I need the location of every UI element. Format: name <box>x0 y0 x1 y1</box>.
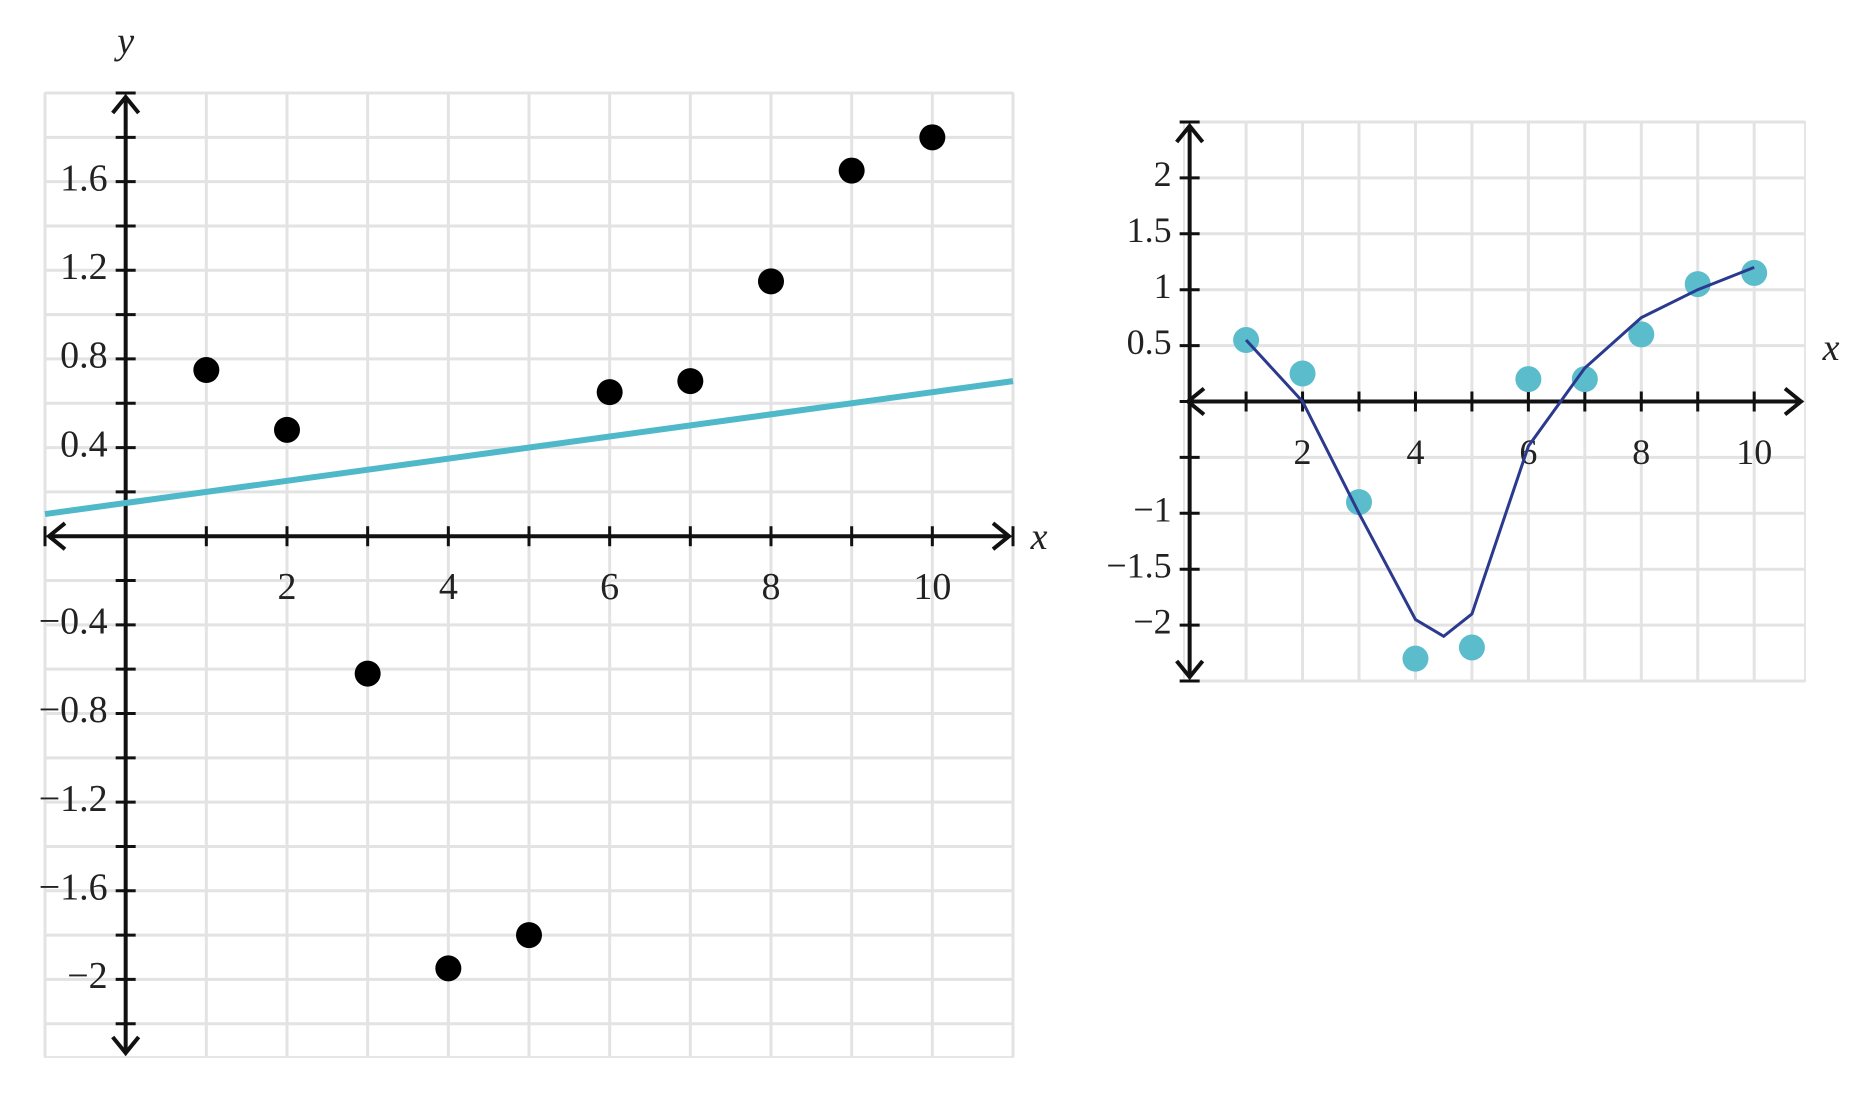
y-tick-label: 0.5 <box>1127 322 1172 362</box>
x-tick-label: 8 <box>1632 432 1650 472</box>
y-tick-label: −1.6 <box>39 867 108 909</box>
data-point <box>1628 321 1655 348</box>
data-point <box>193 357 220 384</box>
fit-line <box>44 378 1014 518</box>
x-tick-label: 2 <box>1294 432 1312 472</box>
y-axis-arrow <box>1175 122 1205 144</box>
data-point <box>1741 259 1768 286</box>
y-tick-label: −1.5 <box>1106 545 1171 585</box>
y-axis-arrow <box>111 1035 141 1057</box>
x-tick-label: 10 <box>1736 432 1772 472</box>
data-point <box>1402 645 1429 672</box>
data-point <box>1684 271 1711 298</box>
x-tick-label: 4 <box>439 566 458 608</box>
x-tick-label: 6 <box>600 566 619 608</box>
fit-line <box>1244 265 1755 639</box>
y-tick-label: −0.4 <box>39 601 108 643</box>
data-point <box>435 955 462 982</box>
y-axis-label: y <box>113 21 134 63</box>
y-tick-label: 0.8 <box>60 335 108 377</box>
y-tick-label: −2 <box>1133 601 1171 641</box>
x-tick-label: 4 <box>1406 432 1424 472</box>
data-point <box>354 660 381 687</box>
y-axis-arrow <box>1175 659 1205 681</box>
y-axis-arrow <box>111 93 141 115</box>
data-point <box>596 379 623 406</box>
y-tick-label: −0.8 <box>39 689 108 731</box>
x-axis-arrow <box>1783 386 1805 417</box>
data-point <box>1571 366 1598 393</box>
y-tick-label: 1.2 <box>60 246 108 288</box>
x-tick-label: 2 <box>278 566 297 608</box>
y-tick-label: 1 <box>1154 266 1172 306</box>
x-axis-label: x <box>1030 516 1048 558</box>
data-point <box>1458 634 1485 661</box>
data-point <box>516 922 542 949</box>
x-tick-label: 10 <box>913 566 951 608</box>
data-point <box>838 157 865 184</box>
y-tick-label: 0.4 <box>60 423 108 465</box>
y-tick-label: −1 <box>1133 490 1171 530</box>
y-tick-label: −1.2 <box>39 778 108 820</box>
data-point <box>758 268 784 295</box>
data-point <box>1289 360 1316 387</box>
data-point <box>677 368 704 395</box>
x-axis-label: x <box>1822 327 1840 369</box>
y-tick-label: −2 <box>67 955 107 997</box>
data-point <box>1515 366 1542 393</box>
data-point <box>1346 489 1373 516</box>
x-axis-arrow <box>45 521 67 551</box>
x-axis-arrow <box>991 521 1013 551</box>
data-point <box>274 416 300 443</box>
data-point <box>919 124 946 151</box>
y-tick-label: 1.5 <box>1127 210 1172 250</box>
y-tick-label: 1.6 <box>60 157 108 199</box>
y-tick-label: 2 <box>1154 154 1172 194</box>
x-tick-label: 8 <box>762 566 781 608</box>
